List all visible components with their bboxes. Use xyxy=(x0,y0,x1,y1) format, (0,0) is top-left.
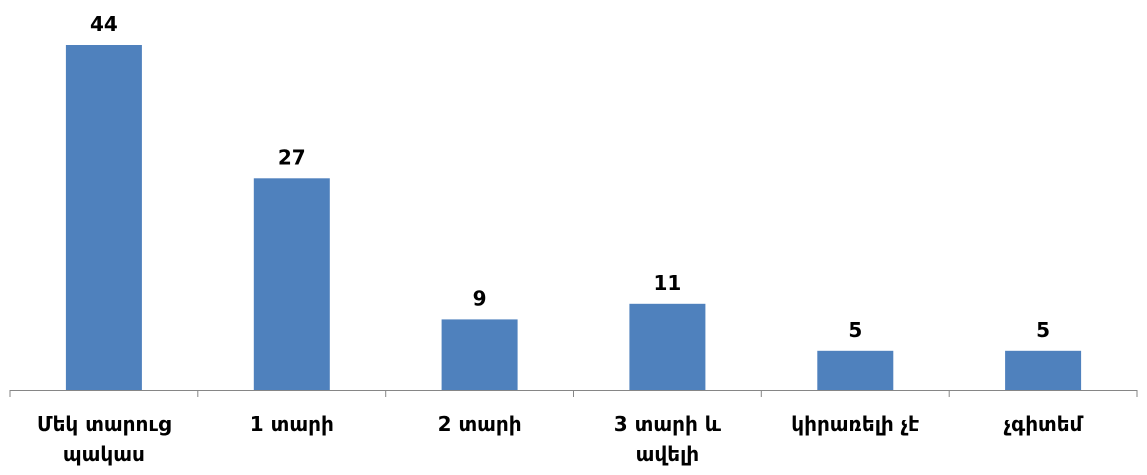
category-label-line: կիրառելի չէ xyxy=(791,412,919,436)
bar-5 xyxy=(1005,350,1082,390)
data-label-5: 5 xyxy=(1036,318,1050,342)
bars-group xyxy=(65,45,1082,391)
category-label-line: չգիտեմ xyxy=(1004,412,1084,436)
data-label-3: 11 xyxy=(653,271,681,295)
data-label-4: 5 xyxy=(848,318,862,342)
category-label-3: 3 տարի և ավելի xyxy=(614,412,722,466)
data-label-1: 27 xyxy=(278,145,306,169)
data-label-2: 9 xyxy=(473,286,487,310)
data-label-0: 44 xyxy=(90,12,118,36)
bar-2 xyxy=(441,319,518,390)
data-labels-group: 44 27 9 11 5 5 xyxy=(90,12,1050,342)
category-label-4: կիրառելի չէ xyxy=(791,412,919,436)
category-label-2: 2 տարի xyxy=(438,412,522,436)
category-label-line: պակաս xyxy=(63,442,145,466)
category-label-line: 2 տարի xyxy=(438,412,522,436)
category-label-5: չգիտեմ xyxy=(1004,412,1084,436)
category-label-0: Մեկ տարուց պակաս xyxy=(37,412,171,466)
category-label-1: 1 տարի xyxy=(250,412,334,436)
bar-1 xyxy=(253,178,330,390)
category-label-line: ավելի xyxy=(636,442,700,466)
category-label-line: 1 տարի xyxy=(250,412,334,436)
bar-0 xyxy=(65,45,142,390)
category-label-line: 3 տարի և xyxy=(614,412,722,436)
category-labels-group: Մեկ տարուց պակաս 1 տարի 2 տարի 3 տարի և ավելի… xyxy=(37,412,1084,466)
category-label-line: Մեկ տարուց xyxy=(37,412,171,436)
x-axis xyxy=(9,390,1138,397)
bar-3 xyxy=(629,303,706,391)
bar-4 xyxy=(817,350,894,390)
